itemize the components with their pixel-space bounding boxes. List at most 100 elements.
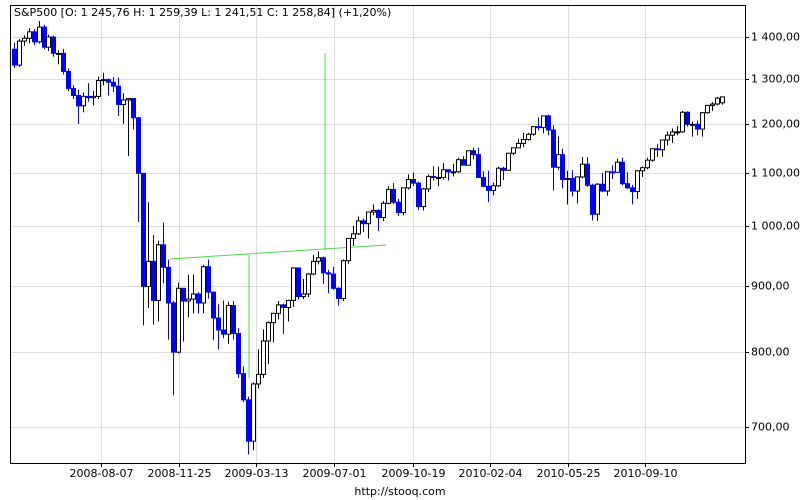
candle-body bbox=[326, 272, 331, 275]
candle-body bbox=[456, 159, 461, 173]
candle-body bbox=[191, 293, 196, 300]
candle-body bbox=[615, 161, 620, 173]
candle-body bbox=[161, 244, 166, 268]
candle-body bbox=[700, 112, 705, 130]
candle-body bbox=[401, 187, 406, 214]
candle-body bbox=[590, 184, 595, 215]
candle-body bbox=[206, 266, 211, 293]
candle-body bbox=[42, 26, 47, 48]
candle-body bbox=[236, 332, 241, 375]
candle-body bbox=[640, 167, 645, 172]
candle-body bbox=[17, 40, 22, 66]
candle-body bbox=[156, 244, 161, 301]
candle-body bbox=[356, 220, 361, 235]
candle-body bbox=[126, 98, 131, 101]
candle-body bbox=[481, 176, 486, 187]
candle-body bbox=[201, 266, 206, 304]
grid-layer bbox=[10, 5, 749, 467]
candle-body bbox=[46, 36, 51, 48]
candle-body bbox=[665, 134, 670, 141]
x-tick-label: 2008-08-07 bbox=[70, 467, 134, 480]
y-tick-label: 800,00 bbox=[751, 346, 790, 359]
candle-body bbox=[246, 399, 251, 442]
candle-body bbox=[346, 237, 351, 262]
candle-body bbox=[516, 142, 521, 149]
candle-body bbox=[451, 171, 456, 174]
candle-body bbox=[131, 98, 136, 119]
candle-body bbox=[461, 159, 466, 166]
x-tick-label: 2010-09-10 bbox=[614, 467, 678, 480]
candle-body bbox=[286, 299, 291, 308]
candle-body bbox=[361, 220, 366, 225]
candle-body bbox=[296, 267, 301, 298]
candle-body bbox=[570, 177, 575, 192]
candle-body bbox=[565, 177, 570, 181]
candle-body bbox=[685, 111, 690, 125]
candle-body bbox=[221, 329, 226, 335]
candle-body bbox=[585, 163, 590, 186]
y-tick-label: 1 300,00 bbox=[751, 73, 800, 86]
candle-body bbox=[531, 126, 536, 135]
candle-body bbox=[521, 139, 526, 144]
candle-body bbox=[441, 169, 446, 178]
plot-frame bbox=[10, 5, 746, 464]
candle-body bbox=[256, 373, 261, 385]
candle-body bbox=[366, 211, 371, 225]
candle-body bbox=[61, 52, 66, 72]
candle-body bbox=[705, 104, 710, 114]
candle-body bbox=[281, 304, 286, 308]
candle-body bbox=[715, 97, 720, 105]
candle-body bbox=[541, 115, 546, 129]
candle-body bbox=[27, 31, 32, 39]
candle-body bbox=[141, 172, 146, 287]
candle-body bbox=[426, 175, 431, 190]
candle-body bbox=[471, 150, 476, 156]
candle-body bbox=[600, 183, 605, 192]
candle-body bbox=[610, 171, 615, 174]
candle-body bbox=[86, 95, 91, 99]
candle-body bbox=[620, 161, 625, 185]
candle-body bbox=[271, 312, 276, 324]
candle-body bbox=[336, 287, 341, 299]
candle-body bbox=[331, 273, 336, 289]
candle-body bbox=[551, 129, 556, 168]
candle-body bbox=[501, 167, 506, 171]
candle-body bbox=[136, 117, 141, 174]
candle-body bbox=[466, 150, 471, 166]
candle-body bbox=[560, 154, 565, 181]
candle-body bbox=[291, 267, 296, 301]
candle-body bbox=[166, 266, 171, 304]
candle-body bbox=[421, 188, 426, 208]
x-tick-label: 2010-05-25 bbox=[537, 467, 601, 480]
candle-body bbox=[96, 80, 101, 97]
candle-body bbox=[511, 147, 516, 154]
candle-body bbox=[211, 291, 216, 319]
candle-body bbox=[111, 81, 116, 87]
candle-body bbox=[690, 123, 695, 126]
candle-body bbox=[436, 176, 441, 179]
candle-body bbox=[371, 209, 376, 213]
candle-body bbox=[37, 26, 42, 43]
y-tick-label: 1 400,00 bbox=[751, 31, 800, 44]
candle-body bbox=[625, 183, 630, 189]
candle-body bbox=[231, 305, 236, 334]
candle-body bbox=[381, 202, 386, 219]
candle-body bbox=[56, 52, 61, 55]
x-tick-label: 2009-07-01 bbox=[303, 467, 367, 480]
candle-body bbox=[396, 201, 401, 214]
candle-body bbox=[351, 233, 356, 239]
candle-body bbox=[91, 95, 96, 99]
candle-body bbox=[196, 293, 201, 304]
candle-body bbox=[266, 322, 271, 342]
candle-body bbox=[146, 260, 151, 287]
candle-body bbox=[580, 163, 585, 178]
candle-body bbox=[32, 31, 37, 43]
candle-body bbox=[496, 167, 501, 187]
candle-body bbox=[720, 96, 725, 104]
candle-body bbox=[630, 187, 635, 193]
candle-body bbox=[660, 139, 665, 151]
candle-body bbox=[311, 260, 316, 275]
candle-body bbox=[675, 131, 680, 134]
